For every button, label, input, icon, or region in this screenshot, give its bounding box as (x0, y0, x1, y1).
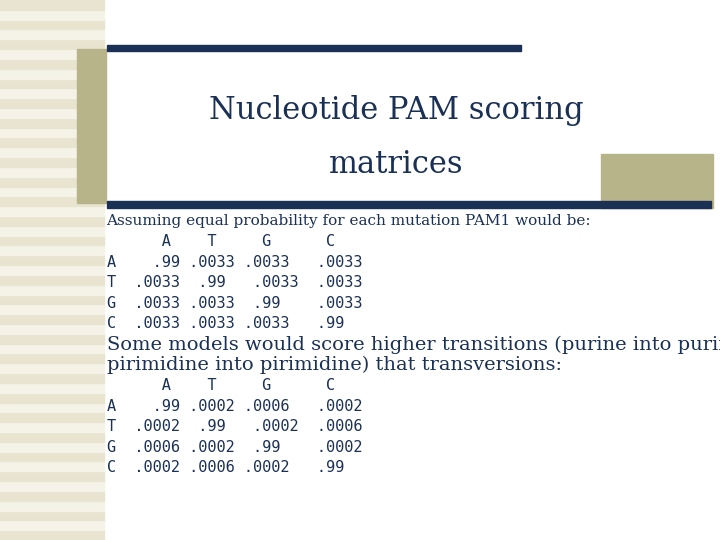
Text: matrices: matrices (329, 149, 463, 180)
Text: G  .0033 .0033  .99    .0033: G .0033 .0033 .99 .0033 (107, 296, 362, 311)
Text: A    .99 .0033 .0033   .0033: A .99 .0033 .0033 .0033 (107, 255, 362, 270)
Text: C  .0002 .0006 .0002   .99: C .0002 .0006 .0002 .99 (107, 460, 344, 475)
Text: Nucleotide PAM scoring: Nucleotide PAM scoring (209, 95, 583, 126)
Text: A    T     G      C: A T G C (107, 234, 335, 249)
Text: pirimidine into pirimidine) that transversions:: pirimidine into pirimidine) that transve… (107, 356, 562, 374)
Text: Assuming equal probability for each mutation PAM1 would be:: Assuming equal probability for each muta… (107, 214, 591, 228)
Text: Some models would score higher transitions (purine into purine: Some models would score higher transitio… (107, 335, 720, 354)
Text: T  .0002  .99   .0002  .0006: T .0002 .99 .0002 .0006 (107, 419, 362, 434)
Text: A    .99 .0002 .0006   .0002: A .99 .0002 .0006 .0002 (107, 399, 362, 414)
Text: G  .0006 .0002  .99    .0002: G .0006 .0002 .99 .0002 (107, 440, 362, 455)
Text: A    T     G      C: A T G C (107, 378, 335, 393)
Text: C  .0033 .0033 .0033   .99: C .0033 .0033 .0033 .99 (107, 316, 344, 332)
Text: T  .0033  .99   .0033  .0033: T .0033 .99 .0033 .0033 (107, 275, 362, 291)
